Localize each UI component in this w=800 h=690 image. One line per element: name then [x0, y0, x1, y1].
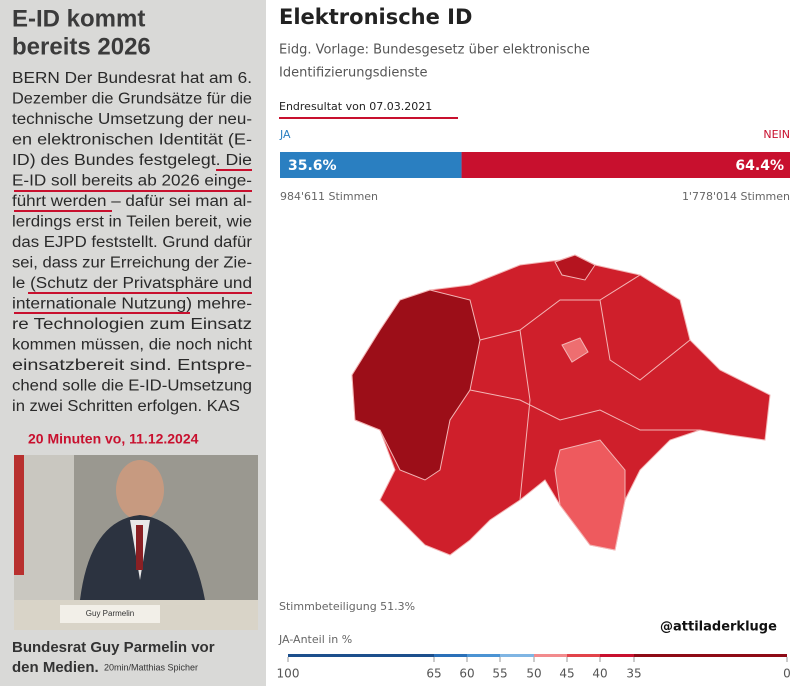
- article-line: en elektronischen Identität (E-: [12, 132, 252, 149]
- article-line: BERN Der Bundesrat hat am 6.: [12, 70, 252, 87]
- article-line: einsatzbereit sind. Entspre-: [12, 357, 252, 374]
- article-line: le (Schutz der Privatsphäre und: [12, 275, 252, 292]
- article-line: technische Umsetzung der neu-: [12, 111, 252, 128]
- article-line: kommen müssen, die noch nicht: [12, 337, 253, 354]
- photo-label: Guy Parmelin: [86, 609, 134, 618]
- yes-bar: [280, 152, 462, 178]
- article-line: das EJPD feststellt. Grund dafür: [12, 234, 252, 251]
- turnout: Stimmbeteiligung 51.3%: [279, 600, 415, 613]
- article-line: führt werden – dafür sei man al-: [12, 193, 252, 210]
- no-label: NEIN: [763, 128, 790, 141]
- article-line: sei, dass zur Erreichung der Zie-: [12, 255, 252, 272]
- scale-tick-label: 0: [783, 667, 791, 681]
- article-line: internationale Nutzung) mehre-: [12, 296, 252, 313]
- watermark: @attiladerkluge: [660, 620, 777, 635]
- yes-value: 35.6%: [288, 158, 337, 174]
- scale-segment: [288, 654, 434, 657]
- article-line: re Technologien zum Einsatz: [12, 316, 252, 333]
- scale-segment: [534, 654, 567, 657]
- caption: Bundesrat Guy Parmelin vor: [12, 639, 215, 656]
- yes-label: JA: [279, 128, 291, 141]
- annotation-underlines: [14, 169, 252, 314]
- scale-segment: [434, 654, 467, 657]
- scale-segment: [500, 654, 534, 657]
- article-line: ID) des Bundes festgelegt. Die: [12, 152, 252, 169]
- no-votes: 1'778'014 Stimmen: [682, 190, 790, 203]
- status: Endresultat von 07.03.2021: [279, 100, 432, 113]
- scale-segment: [467, 654, 500, 657]
- scale-tick-label: 65: [426, 667, 441, 681]
- scale-segment: [634, 654, 787, 657]
- scale-segment: [567, 654, 600, 657]
- article-line: lerdings erst in Teilen bereit, wie: [12, 214, 252, 231]
- no-value: 64.4%: [735, 158, 784, 174]
- headline: E-ID kommt: [12, 5, 145, 32]
- result-title: Elektronische ID: [279, 5, 472, 29]
- yes-votes: 984'611 Stimmen: [280, 190, 378, 203]
- legend-title: JA-Anteil in %: [278, 633, 352, 646]
- scale-tick-label: 100: [277, 667, 300, 681]
- photo-credit: 20min/Matthias Spicher: [104, 662, 198, 672]
- subtitle: Eidg. Vorlage: Bundesgesetz über elektro…: [279, 43, 590, 58]
- article-line: Dezember die Grundsätze für die: [12, 91, 252, 108]
- scale-tick-label: 45: [559, 667, 574, 681]
- scale-tick-label: 55: [492, 667, 507, 681]
- scale-tick-label: 40: [592, 667, 607, 681]
- article-line: E-ID soll bereits ab 2026 einge-: [12, 173, 252, 190]
- photo: [14, 455, 258, 630]
- no-bar: [461, 152, 790, 178]
- headline: bereits 2026: [12, 33, 151, 60]
- subtitle: Identifizierungsdienste: [279, 66, 427, 81]
- scale-tick-label: 35: [626, 667, 641, 681]
- scale-tick-label: 50: [526, 667, 541, 681]
- article-line: chend solle die E-ID-Umsetzung: [12, 378, 252, 395]
- caption: den Medien.: [12, 659, 99, 676]
- annotation: 20 Minuten vo, 11.12.2024: [28, 431, 199, 447]
- article-line: in zwei Schritten erfolgen. KAS: [12, 398, 240, 415]
- map: [351, 254, 771, 556]
- scale-segment: [600, 654, 634, 657]
- scale-tick-label: 60: [459, 667, 474, 681]
